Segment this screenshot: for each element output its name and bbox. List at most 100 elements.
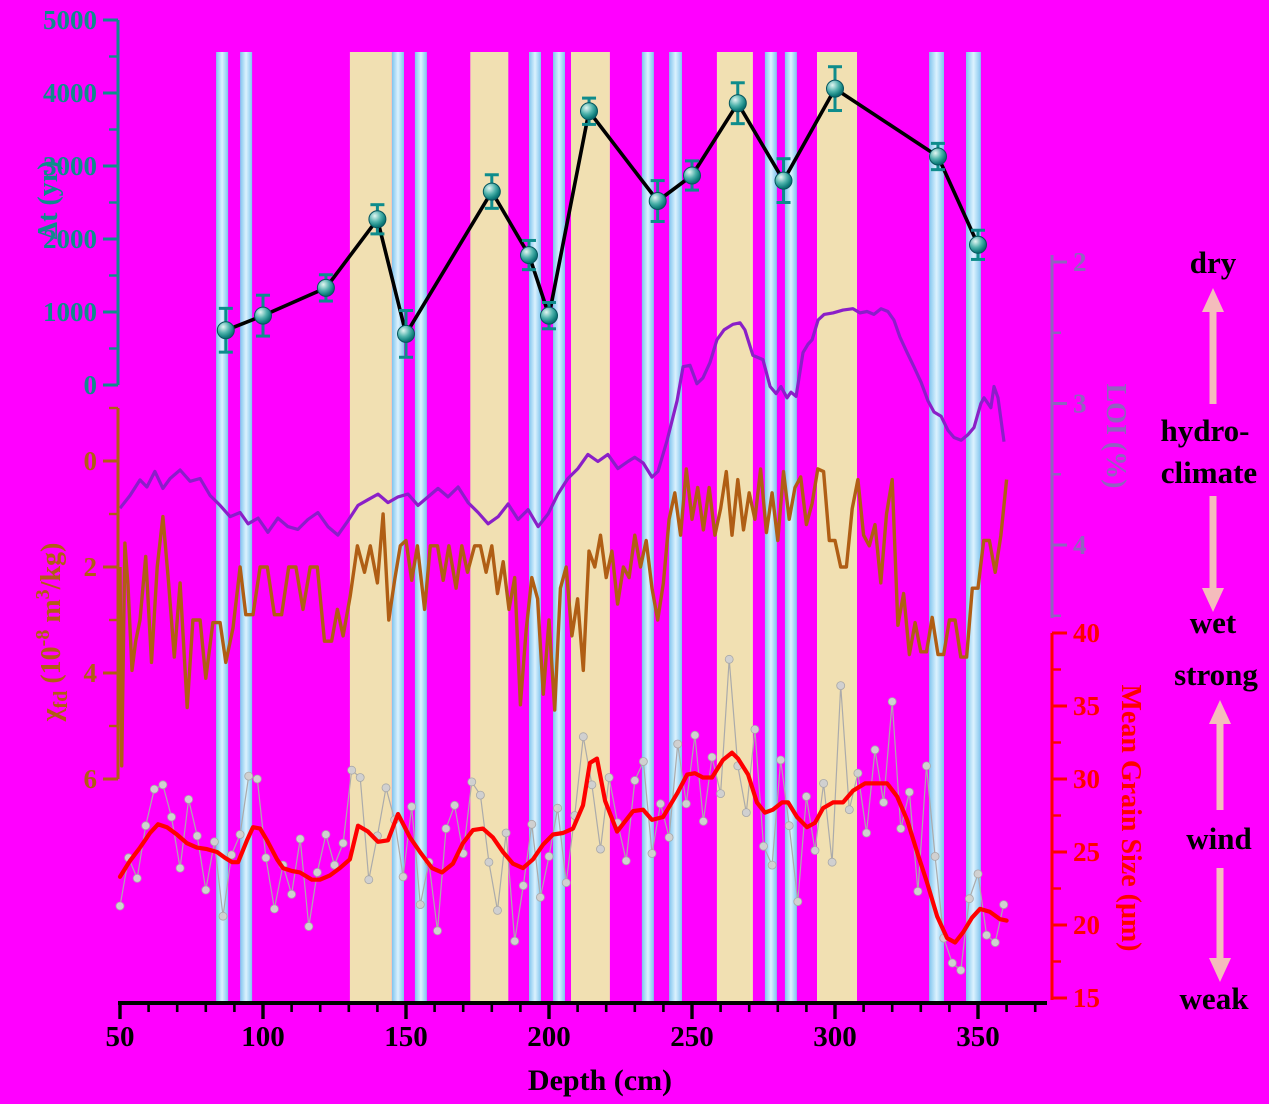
grain-scatter-point (184, 795, 194, 804)
grain-scatter-point (175, 863, 185, 873)
grain-scatter-point (947, 958, 957, 968)
grain-scatter-point (287, 889, 297, 899)
blue-band (553, 52, 565, 1002)
dt-tick-label: 1000 (43, 297, 97, 327)
grain-scatter-point (192, 831, 202, 841)
grain-scatter-point (999, 900, 1009, 909)
grain-scatter-point (338, 838, 348, 848)
chi-fd-curve (118, 467, 1009, 768)
blue-band (216, 52, 229, 1002)
grain-scatter-point (141, 821, 151, 831)
chi-tick-label: 2 (84, 552, 98, 582)
grain-scatter-point (364, 875, 374, 885)
grain-scatter-point (167, 812, 176, 822)
grain-scatter-point (493, 906, 502, 915)
dt-tick-label: 4000 (43, 78, 97, 108)
wheat-band (571, 52, 610, 1002)
blue-band (784, 52, 797, 1002)
grain-scatter-point (244, 771, 254, 781)
delta-t-point (540, 306, 558, 325)
dt-tick-label: 0 (84, 370, 98, 400)
grain-scatter-point (218, 911, 228, 921)
grain-scatter-point (269, 904, 279, 914)
grain-scatter-point (201, 885, 211, 895)
delta-t-point (728, 94, 747, 113)
loi-curve (118, 307, 1006, 537)
delta-t-point (969, 235, 987, 254)
grain-scatter-point (930, 852, 940, 861)
grain-scatter-point (879, 798, 888, 807)
delta-t-point (826, 79, 844, 98)
delta-t-point (520, 246, 538, 265)
grain-scatter-point (707, 752, 717, 762)
grain-scatter-point (810, 846, 820, 855)
grain-scatter-point (973, 869, 983, 879)
label-wet: wet (1190, 605, 1237, 640)
chi-tick-label: 0 (84, 446, 98, 476)
arrow-down-wet-icon (1202, 496, 1224, 612)
grain-scatter-point (776, 755, 786, 765)
grain-scatter-point (836, 681, 846, 690)
grain-scatter-point (956, 965, 966, 975)
delta-t-point (254, 306, 272, 325)
label-strong: strong (1174, 657, 1258, 692)
arrow-down-weak-icon (1209, 868, 1231, 982)
chi-tick-label: 4 (84, 658, 98, 688)
axes: 0 1000 2000 3000 4000 5000 0 2 4 6 2 3 4 40 35 30 25 20 15… (43, 5, 1100, 1053)
chi-tick-label: 6 (84, 764, 98, 794)
blue-band (966, 52, 981, 1002)
grain-tick-label: 30 (1073, 764, 1100, 794)
dt-axis-title: Δt (yr) (33, 161, 64, 240)
grain-scatter-point (484, 857, 494, 867)
grain-scatter-point (819, 779, 828, 788)
grain-scatter-point (347, 765, 357, 775)
grain-scatter-point (407, 802, 417, 812)
loi-tick-label: 4 (1073, 530, 1087, 560)
grain-scatter-point (767, 860, 777, 870)
grain-tick-label: 25 (1073, 837, 1100, 867)
grain-scatter-point (853, 768, 863, 778)
dt-tick-label: 3000 (43, 151, 97, 181)
grain-scatter-point (802, 792, 811, 801)
x-tick-label: 150 (384, 1021, 428, 1053)
delta-t-point (683, 166, 701, 185)
blue-band (929, 52, 944, 1002)
grain-scatter-point (664, 833, 674, 842)
grain-scatter-point (115, 901, 125, 911)
x-axis-title: Depth (cm) (528, 1064, 672, 1097)
grain-scatter-point (604, 773, 614, 782)
grain-scatter-point (844, 805, 854, 815)
loi-tick-label: 3 (1073, 389, 1087, 419)
grain-scatter-point (252, 774, 262, 784)
grain-scatter-point (227, 850, 236, 860)
delta-t-point (397, 324, 415, 343)
grain-scatter-point (536, 892, 545, 902)
grain-scatter-point (896, 824, 906, 833)
label-hydro: hydro- (1160, 413, 1249, 448)
loi-tick-label: 2 (1073, 247, 1087, 277)
grain-scatter-point (681, 799, 691, 809)
grain-scatter-point (355, 773, 365, 782)
grain-scatter-point (905, 787, 914, 797)
blue-band (669, 52, 682, 1002)
grain-tick-label: 20 (1073, 910, 1100, 940)
blue-band (529, 52, 541, 1002)
delta-t-point (216, 321, 235, 340)
grain-scatter-point (518, 881, 528, 890)
grain-scatter-point (330, 860, 339, 870)
grain-scatter-line (119, 659, 1005, 972)
grain-scatter-point (158, 780, 168, 790)
blue-band (414, 52, 427, 1002)
x-tick-label: 100 (241, 1021, 285, 1053)
x-tick-label: 350 (956, 1021, 1000, 1053)
grain-scatter-point (990, 938, 1000, 947)
grain-scatter-point (132, 873, 142, 883)
delta-t-point (580, 102, 598, 121)
chi-axis-title: χfd (10-8 m3/kg) (32, 543, 72, 723)
grain-scatter-point (381, 783, 391, 793)
dt-tick-label: 5000 (43, 5, 97, 35)
grain-scatter-point (887, 697, 897, 706)
grain-scatter-point (716, 789, 725, 798)
grain-scatter-point (475, 790, 485, 800)
